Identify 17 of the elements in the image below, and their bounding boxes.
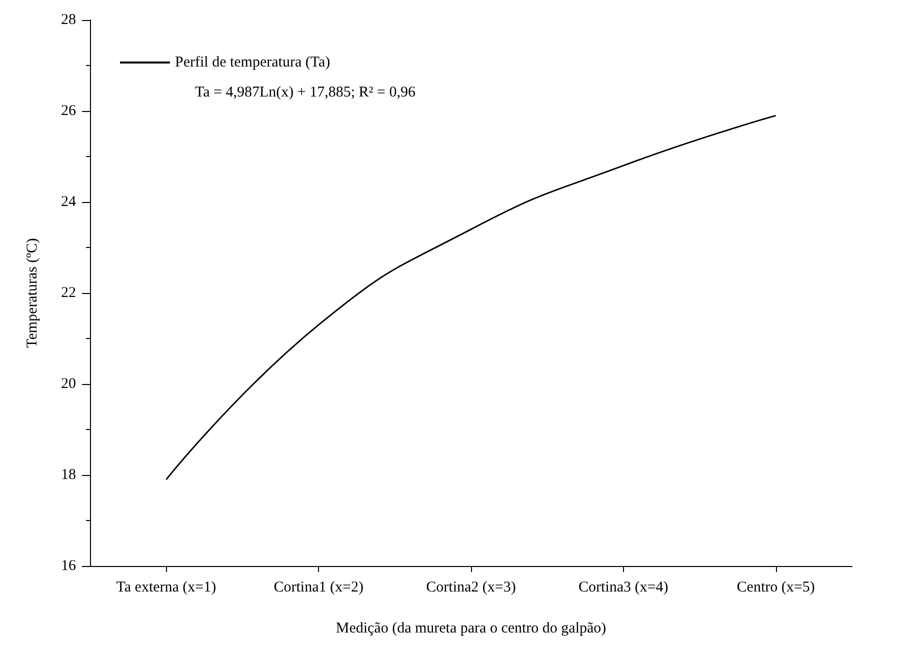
legend-label: Perfil de temperatura (Ta) [175, 54, 330, 70]
y-tick-label: 20 [61, 376, 76, 392]
y-tick-label: 24 [61, 194, 76, 210]
x-tick-label: Ta externa (x=1) [116, 580, 216, 596]
y-tick-label: 28 [61, 12, 76, 28]
y-tick-label: 18 [61, 467, 76, 483]
y-axis-title: Temperaturas (ºC) [24, 238, 40, 348]
x-tick-label: Cortina3 (x=4) [578, 580, 668, 596]
x-tick-label: Cortina1 (x=2) [274, 580, 364, 596]
y-tick-label: 22 [61, 285, 76, 301]
x-axis-title: Medição (da mureta para o centro do galpão) [336, 620, 606, 636]
line-series [165, 114, 777, 480]
y-tick-label: 26 [61, 103, 76, 119]
x-tick-label: Cortina2 (x=3) [426, 580, 516, 596]
y-tick-label: 16 [61, 558, 76, 574]
annotation: Ta = 4,987Ln(x) + 17,885; R² = 0,96 [195, 84, 416, 100]
x-tick-label: Centro (x=5) [736, 580, 815, 596]
